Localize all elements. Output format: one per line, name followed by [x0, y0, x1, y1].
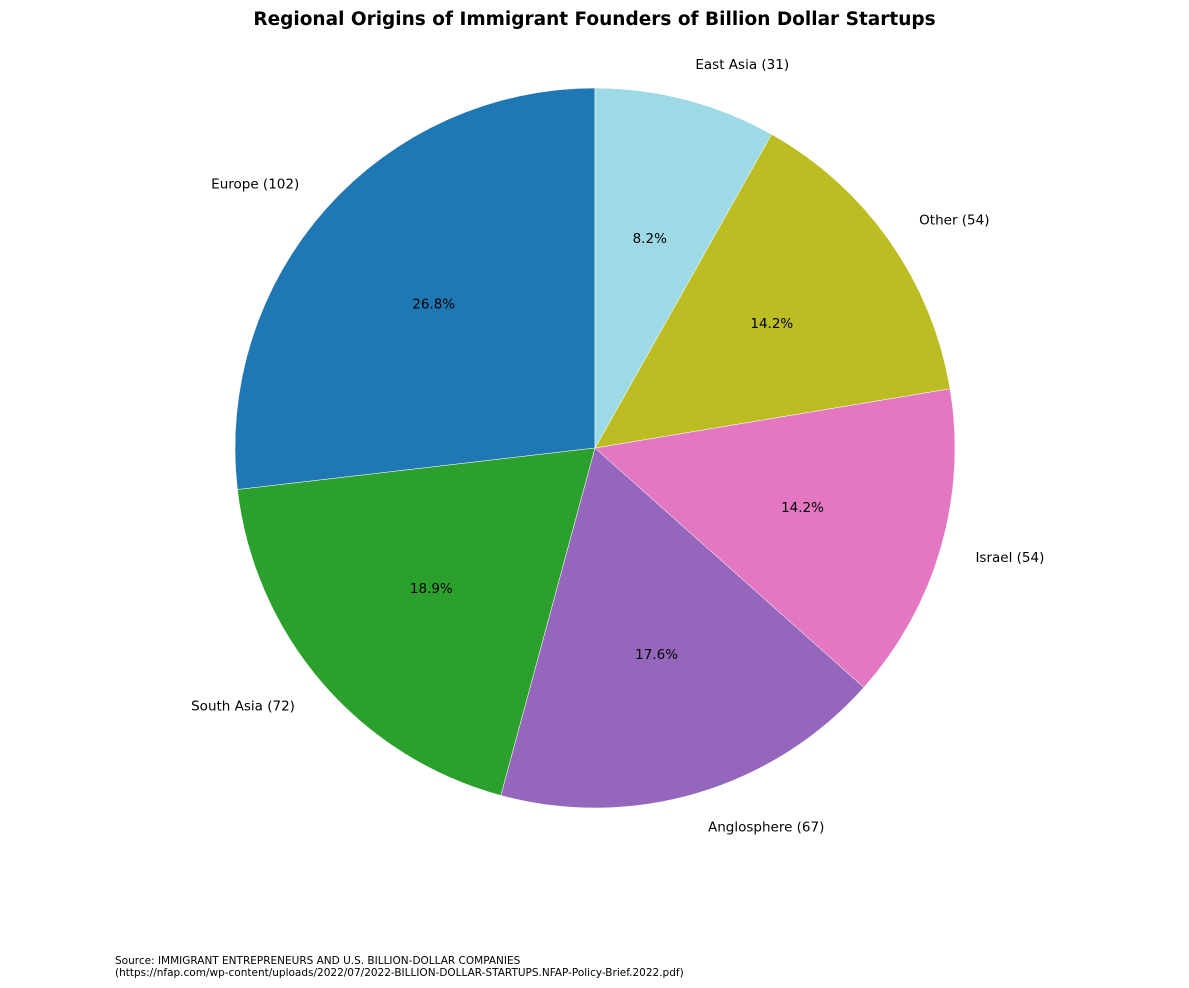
- source-line-2: (https://nfap.com/wp-content/uploads/202…: [115, 967, 684, 979]
- slice-label-0: Europe (102): [211, 177, 299, 193]
- pie-slice-2: [500, 447, 865, 809]
- pie-slice-5: [594, 87, 772, 449]
- pie-slice-4: [594, 133, 951, 449]
- source-line-1: Source: IMMIGRANT ENTREPRENEURS AND U.S.…: [115, 955, 521, 967]
- slice-label-2: Anglosphere (67): [708, 820, 824, 836]
- slice-percent-1: 18.9%: [410, 581, 453, 597]
- pie-labels: Europe (102) 26.8% South Asia (72) 18.9% Ang…: [191, 57, 1044, 836]
- slice-label-4: Other (54): [919, 213, 989, 229]
- slice-label-1: South Asia (72): [191, 698, 295, 714]
- slice-percent-3: 14.2%: [781, 500, 824, 516]
- slice-label-3: Israel (54): [975, 550, 1044, 566]
- slice-percent-0: 26.8%: [412, 296, 455, 312]
- slice-percent-4: 14.2%: [750, 316, 793, 332]
- slice-percent-5: 8.2%: [633, 231, 667, 247]
- slice-label-5: East Asia (31): [695, 57, 789, 73]
- pie-slice-0: [234, 87, 596, 490]
- pie-slice-3: [594, 388, 956, 688]
- pie-slice-1: [237, 447, 596, 796]
- slice-percent-2: 17.6%: [635, 647, 678, 663]
- chart-title: Regional Origins of Immigrant Founders o…: [253, 9, 935, 30]
- source-note: Source: IMMIGRANT ENTREPRENEURS AND U.S.…: [115, 955, 684, 979]
- pie-slices: [234, 87, 956, 809]
